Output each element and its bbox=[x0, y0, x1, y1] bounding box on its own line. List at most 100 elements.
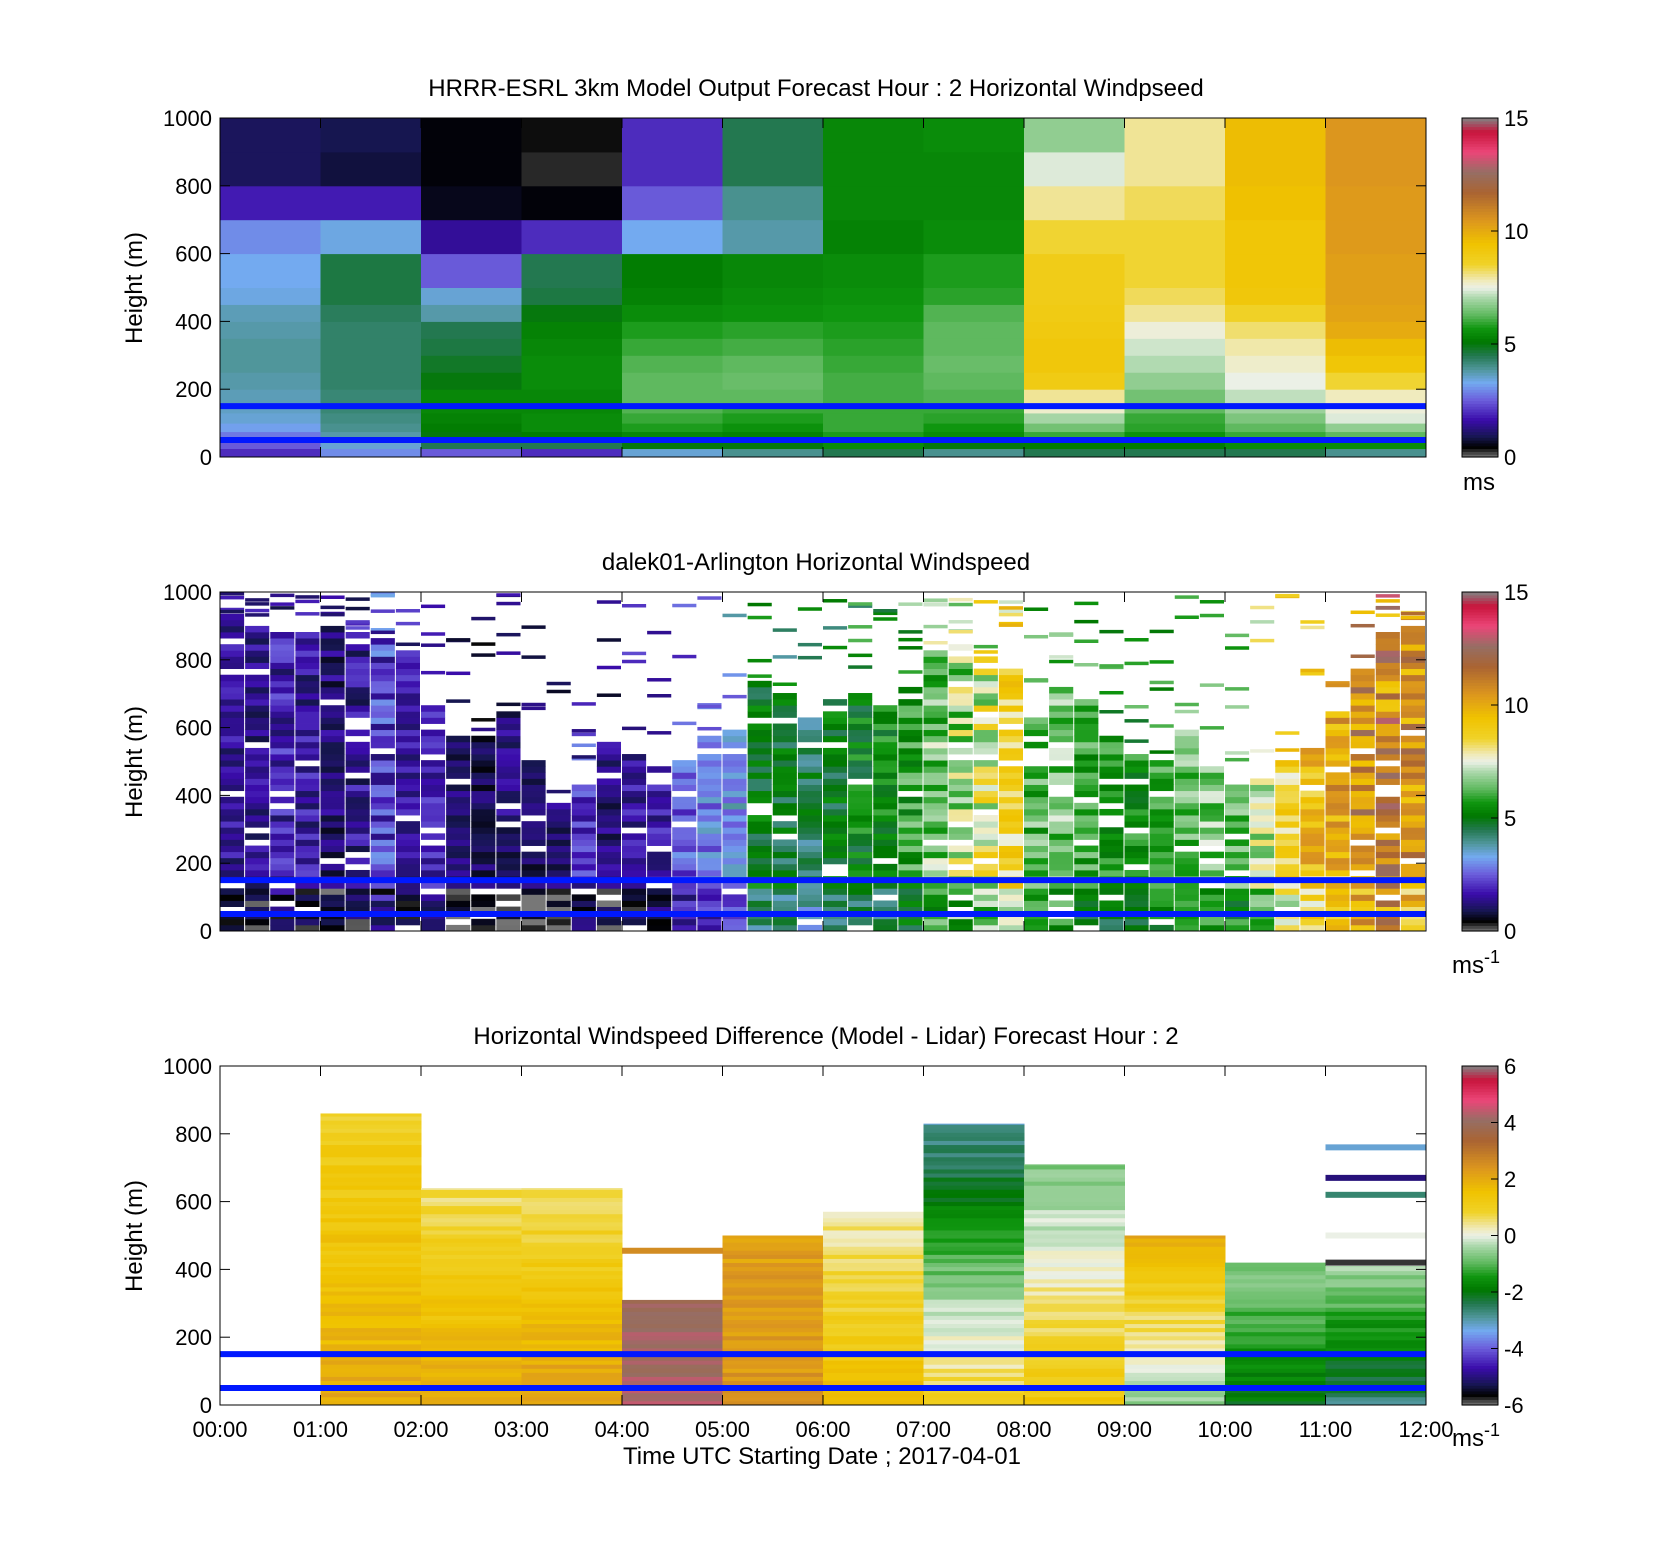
heatmap-cell bbox=[722, 1242, 824, 1247]
profile-cell bbox=[220, 772, 245, 779]
profile-cell bbox=[446, 851, 471, 859]
profile-cell bbox=[1199, 778, 1224, 785]
profile-cell bbox=[722, 796, 747, 804]
heatmap-cell bbox=[1124, 1311, 1226, 1316]
heatmap-cell bbox=[521, 1193, 623, 1198]
colorbar-tick-label: 0 bbox=[1504, 1224, 1516, 1249]
y-tick-label: 400 bbox=[175, 309, 212, 334]
profile-cell bbox=[1375, 869, 1400, 877]
sparse-return bbox=[295, 599, 320, 604]
colorbar-segment bbox=[1462, 1162, 1498, 1166]
profile-cell bbox=[596, 863, 621, 871]
profile-cell bbox=[471, 772, 496, 779]
profile-cell bbox=[873, 760, 898, 767]
heatmap-cell bbox=[421, 1376, 522, 1381]
profile-cell bbox=[471, 815, 496, 822]
heatmap-cell bbox=[1024, 1164, 1125, 1166]
profile-cell bbox=[1350, 815, 1375, 822]
heatmap-cell bbox=[1024, 304, 1125, 322]
profile-cell bbox=[1149, 882, 1174, 889]
sparse-return bbox=[848, 625, 873, 629]
heatmap-cell bbox=[823, 1213, 924, 1219]
profile-cell bbox=[471, 918, 496, 926]
panel-lidar: dalek01-Arlington Horizontal Windspeed 0… bbox=[121, 549, 1528, 979]
profile-cell bbox=[245, 699, 270, 706]
profile-cell bbox=[245, 802, 270, 810]
profile-cell bbox=[370, 796, 395, 804]
profile-cell bbox=[1300, 821, 1325, 828]
profile-cell bbox=[948, 735, 973, 743]
profile-cell bbox=[998, 833, 1023, 840]
profile-cell bbox=[245, 638, 270, 645]
profile-cell bbox=[1024, 851, 1049, 859]
heatmap-cell bbox=[722, 1246, 824, 1251]
heatmap-cell bbox=[923, 440, 1025, 450]
profile-cell bbox=[1149, 839, 1174, 846]
profile-cell bbox=[571, 839, 596, 846]
profile-cell bbox=[345, 632, 370, 639]
profile-cell bbox=[797, 924, 822, 932]
heatmap-cell bbox=[521, 1339, 623, 1345]
profile-cell bbox=[697, 808, 722, 816]
profile-cell bbox=[270, 894, 295, 901]
profile-cell bbox=[295, 821, 320, 828]
profile-cell bbox=[923, 735, 948, 743]
profile-cell bbox=[1174, 827, 1199, 834]
colorbar-segment bbox=[1462, 798, 1498, 802]
sparse-return bbox=[1149, 660, 1174, 664]
profile-cell bbox=[1049, 747, 1074, 755]
profile-cell bbox=[923, 857, 948, 865]
colorbar-segment bbox=[1462, 1088, 1498, 1093]
profile-cell bbox=[873, 741, 898, 749]
profile-cell bbox=[797, 894, 822, 901]
colorbar-segment bbox=[1462, 1289, 1498, 1293]
profile-cell bbox=[295, 644, 320, 651]
profile-cell bbox=[270, 918, 295, 926]
profile-cell bbox=[848, 845, 873, 853]
heatmap-cell bbox=[320, 1274, 422, 1280]
profile-cell bbox=[245, 747, 270, 755]
profile-cell bbox=[1325, 839, 1350, 846]
profile-cell bbox=[245, 808, 270, 816]
colorbar-segment bbox=[1462, 1368, 1498, 1372]
profile-cell bbox=[446, 845, 471, 853]
heatmap-cell bbox=[722, 1335, 824, 1341]
profile-cell bbox=[345, 668, 370, 676]
profile-cell bbox=[672, 924, 697, 932]
profile-cell bbox=[395, 778, 420, 785]
profile-cell bbox=[546, 808, 571, 816]
profile-cell bbox=[948, 674, 973, 682]
profile-cell bbox=[973, 827, 998, 834]
profile-cell bbox=[898, 918, 923, 926]
profile-cell bbox=[295, 711, 320, 718]
profile-cell bbox=[622, 796, 647, 804]
profile-cell bbox=[395, 851, 420, 859]
profile-cell bbox=[1174, 802, 1199, 810]
heatmap-cell bbox=[1024, 1319, 1125, 1325]
profile-cell bbox=[1400, 686, 1425, 694]
profile-cell bbox=[772, 845, 797, 853]
profile-cell bbox=[295, 735, 320, 743]
profile-cell bbox=[747, 729, 772, 737]
profile-cell bbox=[245, 821, 270, 828]
profile-cell bbox=[772, 747, 797, 755]
profile-cell bbox=[823, 894, 848, 901]
profile-cell bbox=[998, 827, 1023, 834]
heatmap-cell bbox=[923, 1144, 1025, 1150]
profile-cell bbox=[1275, 766, 1300, 773]
colorbar-segment bbox=[1462, 764, 1498, 768]
profile-cell bbox=[1124, 784, 1149, 792]
heatmap-cell bbox=[320, 1173, 422, 1178]
profile-cell bbox=[496, 833, 521, 840]
heatmap-cell bbox=[722, 1262, 824, 1268]
heatmap-cell bbox=[1024, 1372, 1125, 1377]
profile-cell bbox=[295, 747, 320, 755]
profile-cell bbox=[345, 924, 370, 932]
profile-cell bbox=[370, 827, 395, 834]
profile-cell bbox=[1325, 723, 1350, 731]
sparse-return bbox=[345, 626, 370, 630]
colorbar-segment bbox=[1462, 214, 1498, 218]
heatmap-cell bbox=[220, 118, 321, 153]
heatmap-cell bbox=[320, 1234, 422, 1239]
sparse-return bbox=[898, 670, 923, 674]
